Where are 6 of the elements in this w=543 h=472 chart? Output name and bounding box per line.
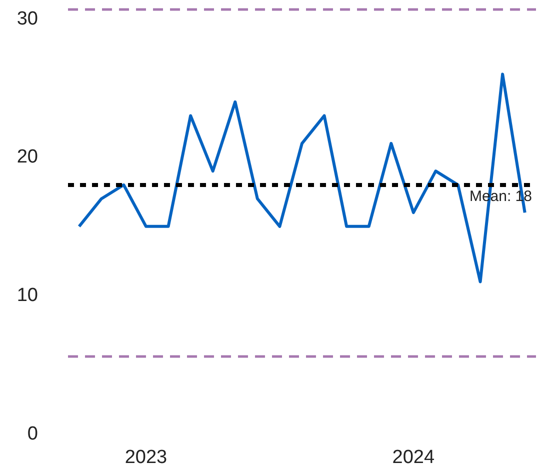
x-tick-label: 2023 [124, 447, 168, 468]
x-tick-label: 2024 [392, 447, 435, 468]
y-tick-label: 20 [16, 146, 38, 168]
y-tick-label: 10 [16, 285, 38, 306]
y-tick-label: 30 [16, 8, 38, 30]
y-tick-label: 0 [27, 424, 38, 444]
